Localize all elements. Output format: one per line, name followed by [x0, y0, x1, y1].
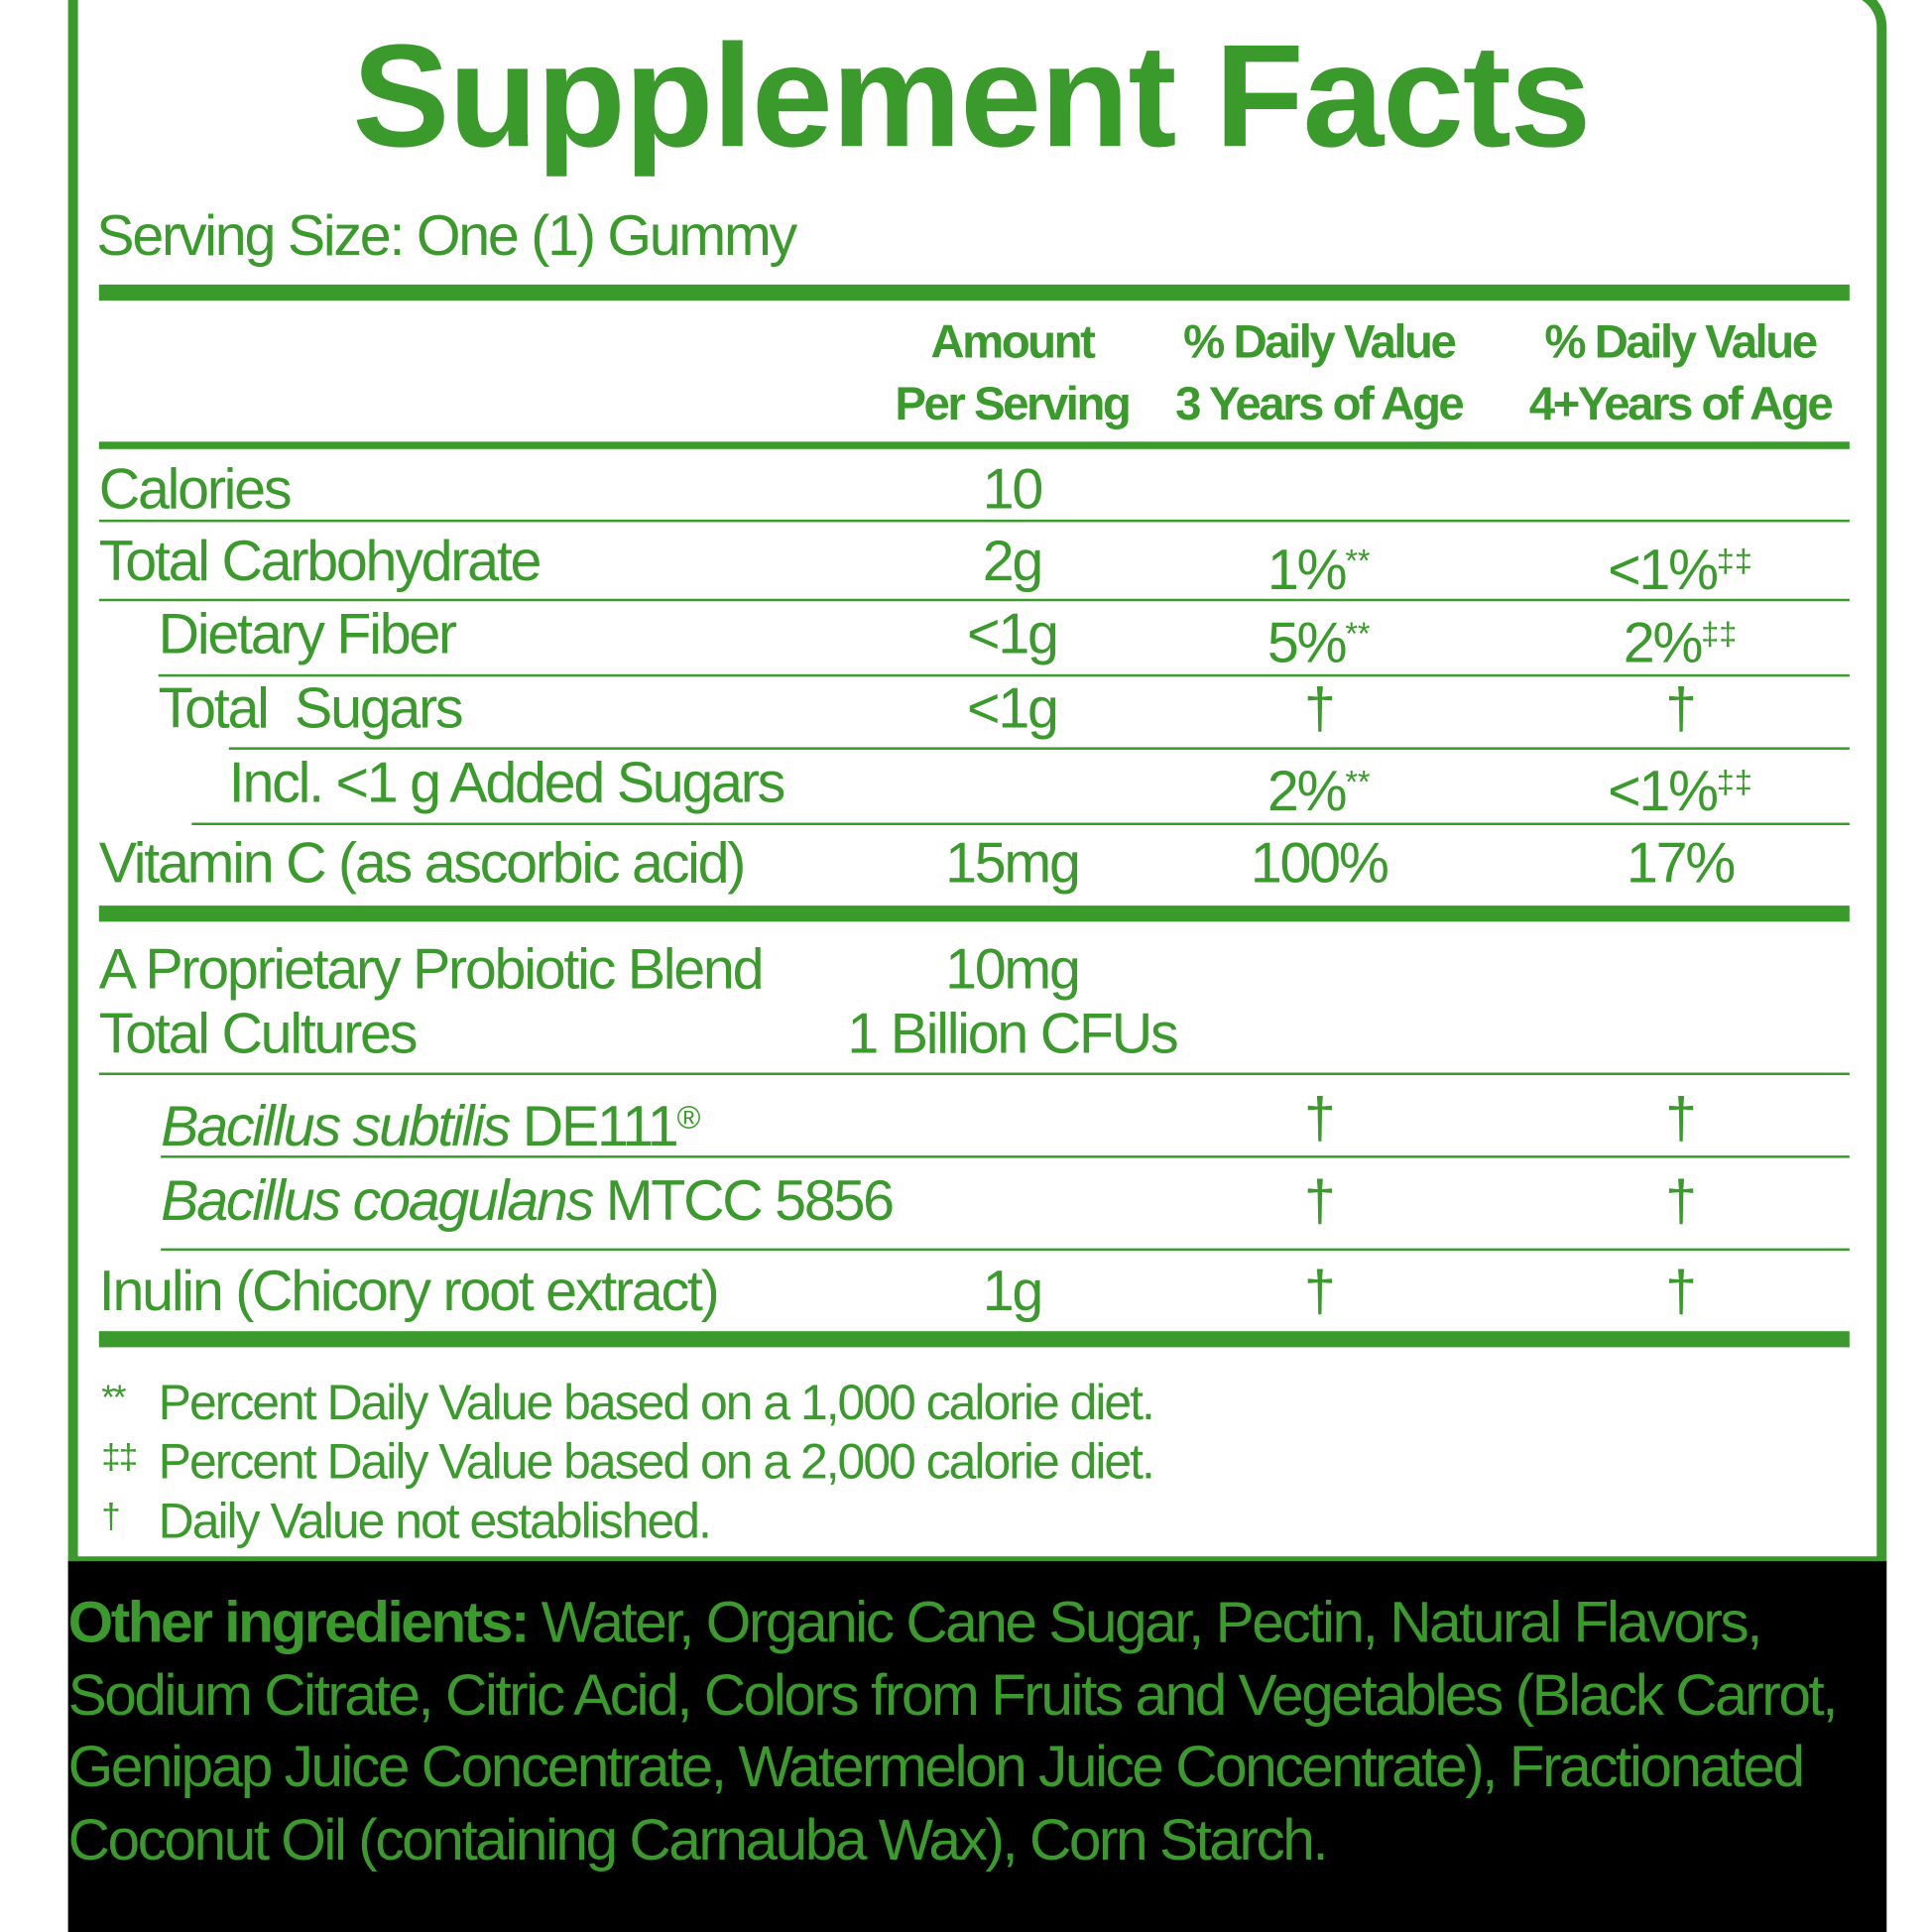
column-header: Per Serving [895, 378, 1132, 431]
registered: ® [676, 1098, 701, 1137]
column-header: 4+Years of Age [1528, 378, 1834, 431]
dv-value: <1% [1608, 758, 1719, 823]
dv-value: † [1303, 675, 1336, 740]
dv-value: † [1303, 1258, 1336, 1323]
rule [98, 598, 1850, 602]
rule [228, 747, 1850, 750]
amount: 1 Billion CFUs [847, 1001, 1178, 1066]
dv-value: † [1665, 1167, 1697, 1233]
nutrient-name: Inulin (Chicory root extract) [98, 1258, 720, 1323]
dv-note: ** [1345, 614, 1371, 653]
dv-value: 2% [1267, 758, 1348, 823]
rule [98, 1331, 1850, 1348]
daily-value: <1%‡‡ [1495, 526, 1866, 601]
strain-code: MTCC 5856 [592, 1167, 895, 1233]
amount: 10mg [945, 936, 1081, 1002]
dv-value: † [1665, 1084, 1697, 1149]
dv-value: 5% [1267, 609, 1348, 674]
column-header: % Daily Value [1544, 316, 1818, 369]
nutrient-name: Calories [98, 456, 293, 522]
footnote-text: Daily Value not established. [158, 1494, 712, 1549]
dv-value: 100% [1250, 830, 1389, 895]
footnote: ‡‡ Percent Daily Value based on a 2,000 c… [101, 1427, 1155, 1492]
daily-value: 2%** [1134, 747, 1505, 823]
daily-value: 17% [1495, 828, 1866, 898]
footnote-symbol: ** [101, 1378, 126, 1417]
column-header: Amount [930, 316, 1096, 369]
nutrient-name: Vitamin C (as ascorbic acid) [98, 830, 747, 895]
ingredients-text: Water, Organic Cane Sugar, Pectin, Natur… [67, 1588, 1839, 1872]
footnote-symbol: † [101, 1497, 120, 1536]
daily-value: † [1134, 673, 1505, 743]
amount: 15mg [945, 830, 1081, 895]
ingredients-panel [67, 1561, 1887, 1932]
facts-panel [67, 0, 1887, 1567]
dv-value: 17% [1626, 830, 1736, 895]
footnote-symbol: ‡‡ [101, 1437, 138, 1477]
dv-note: ‡‡ [1701, 614, 1738, 653]
rule [161, 1155, 1850, 1158]
nutrient-name: Bacillus subtilis DE111® [161, 1082, 701, 1158]
dv-value: † [1665, 675, 1697, 740]
rule [98, 906, 1850, 922]
nutrient-name: Dietary Fiber [158, 601, 457, 666]
strain-code: DE111 [509, 1093, 679, 1158]
dv-note: ** [1345, 763, 1371, 801]
rule [158, 673, 1850, 677]
column-header: 3 Years of Age [1175, 378, 1465, 431]
ingredients-label: Other ingredients: [67, 1588, 531, 1654]
strain-name: Bacillus coagulans [161, 1167, 594, 1233]
dv-value: <1% [1608, 537, 1719, 602]
daily-value: † [1495, 1256, 1866, 1325]
nutrient-name: Total Sugars [158, 675, 464, 740]
rule [98, 1072, 1850, 1075]
dv-value: † [1665, 1258, 1697, 1323]
nutrient-name: Total Cultures [98, 1001, 419, 1066]
nutrient-name: Incl. <1 g Added Sugars [228, 749, 786, 814]
daily-value: † [1134, 1165, 1505, 1235]
daily-value: † [1134, 1082, 1505, 1151]
daily-value: 2%‡‡ [1495, 599, 1866, 674]
rule [191, 822, 1850, 826]
footnote-text: Percent Daily Value based on a 1,000 cal… [158, 1376, 1155, 1430]
daily-value: † [1495, 1165, 1866, 1235]
amount: 1g [982, 1258, 1044, 1323]
amount: <1g [967, 675, 1059, 740]
nutrient-name: A Proprietary Probiotic Blend [98, 936, 765, 1002]
nutrient-name: Total Carbohydrate [98, 528, 543, 593]
strain-name: Bacillus subtilis [161, 1093, 511, 1158]
dv-value: † [1303, 1167, 1336, 1233]
daily-value: † [1495, 1082, 1866, 1151]
rule [98, 519, 1850, 523]
daily-value: † [1134, 1256, 1505, 1325]
amount: 2g [982, 528, 1044, 593]
other-ingredients: Other ingredients: Water, Organic Cane S… [68, 1586, 1874, 1875]
rule [98, 441, 1850, 449]
amount: 10 [982, 456, 1044, 522]
nutrient-name: Bacillus coagulans MTCC 5856 [161, 1165, 895, 1235]
serving-size: Serving Size: One (1) Gummy [96, 202, 797, 268]
dv-note: ** [1345, 542, 1371, 579]
dv-value: † [1303, 1084, 1336, 1149]
amount: <1g [967, 601, 1059, 666]
daily-value: <1%‡‡ [1495, 747, 1866, 823]
rule [98, 284, 1850, 302]
column-header: % Daily Value [1183, 316, 1457, 369]
rule [161, 1248, 1850, 1252]
footnote-text: Percent Daily Value based on a 2,000 cal… [158, 1434, 1155, 1490]
dv-value: 2% [1623, 609, 1704, 674]
daily-value: 100% [1134, 828, 1505, 898]
footnote: † Daily Value not established. [101, 1487, 712, 1551]
daily-value: 5%** [1134, 599, 1505, 674]
daily-value: 1%** [1134, 526, 1505, 601]
daily-value: † [1495, 673, 1866, 743]
title: Supplement Facts [352, 14, 1591, 179]
dv-value: 1% [1267, 537, 1348, 602]
dv-note: ‡‡ [1716, 542, 1752, 579]
dv-note: ‡‡ [1716, 763, 1752, 801]
footnote: ** Percent Daily Value based on a 1,000 c… [101, 1369, 1155, 1433]
